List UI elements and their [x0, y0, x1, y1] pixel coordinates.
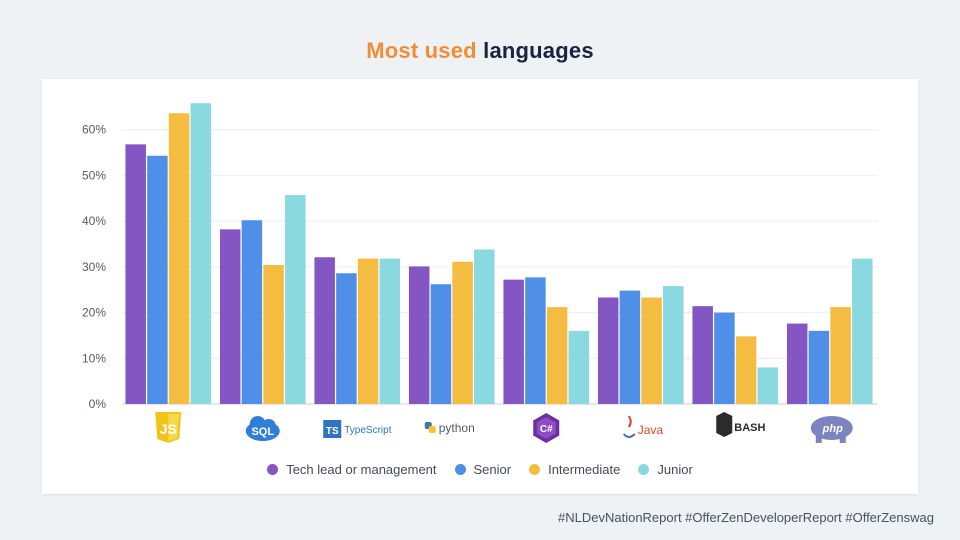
python-logo-icon: python	[424, 421, 475, 435]
y-tick-label: 30%	[82, 260, 106, 274]
legend-swatch	[638, 464, 650, 475]
bar	[219, 229, 241, 404]
bar	[314, 257, 335, 404]
bar	[619, 290, 641, 404]
y-tick-label: 50%	[82, 168, 106, 182]
bar	[692, 306, 713, 404]
bar	[641, 297, 662, 404]
bar	[830, 307, 851, 404]
category-logo-text: JS	[160, 421, 177, 437]
legend-swatch	[529, 464, 541, 475]
chart-title-rest: languages	[483, 38, 594, 63]
category-logo-text: php	[822, 423, 843, 435]
bar	[408, 266, 430, 404]
category-logo-text: Java	[638, 423, 664, 437]
bar	[714, 312, 735, 404]
bar	[735, 336, 757, 404]
sql-cloud-logo-icon: SQL	[245, 416, 280, 441]
legend-label: Senior	[473, 462, 512, 477]
bar	[597, 297, 619, 404]
y-tick-label: 60%	[82, 123, 106, 137]
category-logo-text: python	[439, 421, 475, 435]
bar	[663, 286, 684, 404]
bar	[757, 367, 779, 404]
legend-item: Intermediate	[529, 462, 620, 477]
legend-swatch	[454, 464, 466, 475]
category-logo-text: TS	[326, 426, 339, 437]
y-tick-label: 40%	[82, 214, 106, 228]
csharp-logo-icon: C#	[533, 413, 560, 443]
bar	[503, 279, 524, 404]
bar	[263, 265, 284, 404]
bar	[379, 258, 401, 404]
y-tick-label: 20%	[82, 306, 106, 320]
bar	[168, 113, 190, 404]
legend-label: Intermediate	[548, 462, 621, 477]
chart-title: Most used languages	[0, 38, 960, 64]
category-logo-text: BASH	[734, 422, 765, 434]
bar	[430, 284, 452, 404]
bar	[568, 330, 590, 404]
legend-item: Junior	[638, 462, 693, 477]
bar	[808, 330, 830, 404]
bar	[285, 195, 306, 404]
javascript-logo-icon: JS	[155, 412, 182, 443]
category-logo-text: TypeScript	[344, 425, 391, 436]
legend-label: Tech lead or management	[286, 462, 437, 477]
typescript-logo-icon: TS TypeScript	[323, 420, 392, 438]
y-tick-label: 10%	[82, 351, 106, 365]
php-elephant-logo-icon: php	[810, 416, 853, 443]
bar	[125, 144, 146, 405]
legend: Tech lead or management Senior Intermediat…	[0, 462, 960, 477]
bar	[852, 258, 873, 404]
bar	[474, 249, 495, 404]
bar	[336, 273, 357, 404]
bar	[546, 307, 568, 404]
chart-title-accent: Most used	[366, 38, 477, 63]
bar	[452, 261, 473, 404]
legend-item: Senior	[454, 462, 512, 477]
legend-item: Tech lead or management	[267, 462, 437, 477]
bar	[241, 220, 263, 404]
hashtags-footer: #NLDevNationReport #OfferZenDeveloperRep…	[558, 510, 934, 525]
category-logo-text: SQL	[251, 426, 274, 438]
bar	[147, 155, 168, 404]
bar	[786, 323, 808, 404]
java-logo-icon: Java	[622, 415, 664, 438]
bar	[525, 277, 546, 404]
y-tick-label: 0%	[89, 397, 107, 411]
category-logo-text: C#	[540, 424, 553, 435]
bar	[190, 103, 212, 404]
legend-label: Junior	[657, 462, 693, 477]
bar	[357, 258, 379, 404]
legend-swatch	[267, 464, 279, 475]
bash-logo-icon: BASH	[716, 412, 765, 437]
